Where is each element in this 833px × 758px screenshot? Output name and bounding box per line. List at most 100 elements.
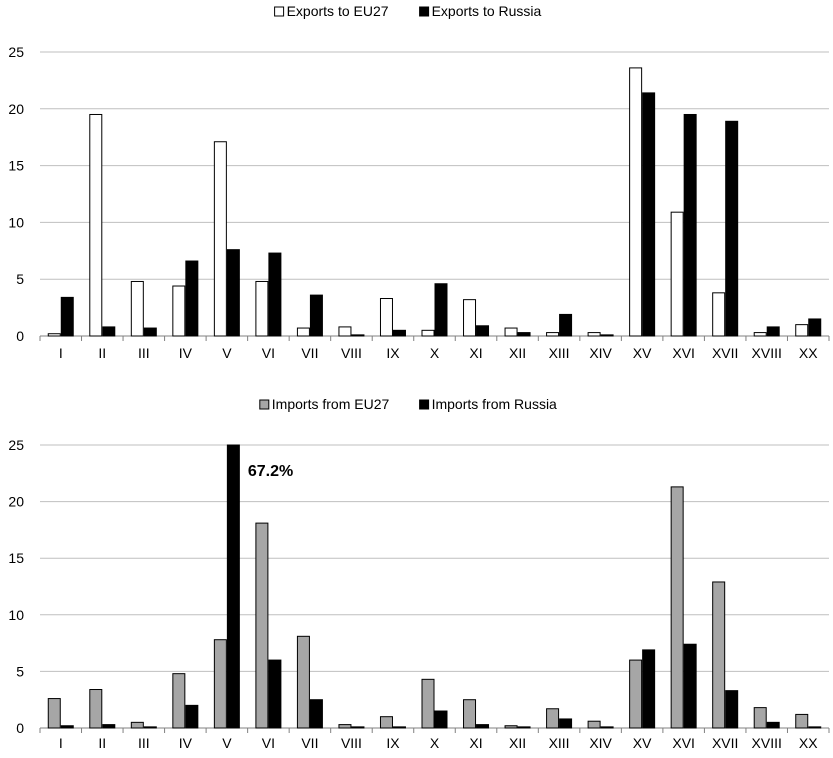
bar-imports-eu27-VII <box>296 635 310 729</box>
x-tick-label: XIII <box>549 735 570 751</box>
bar-exports-eu27-XI <box>463 299 477 337</box>
bar-imports-russia-VIII <box>351 726 365 729</box>
x-tick-label: XVI <box>672 345 695 361</box>
legend-swatch <box>274 6 285 17</box>
x-tick-label: III <box>138 735 150 751</box>
bar-imports-eu27-XV <box>629 659 643 729</box>
bar-exports-eu27-IV <box>172 285 186 337</box>
bar-exports-russia-XV <box>642 92 656 337</box>
x-tick-label: I <box>59 345 63 361</box>
bar-exports-russia-XX <box>808 318 822 337</box>
x-tick-label: IX <box>386 735 400 751</box>
bar-imports-russia-V <box>226 444 240 729</box>
x-tick-label: XIII <box>549 345 570 361</box>
x-tick-label: I <box>59 735 63 751</box>
bar-imports-russia-XX <box>808 726 822 729</box>
bar-exports-eu27-XX <box>795 324 809 337</box>
bar-exports-eu27-IX <box>379 298 393 337</box>
x-tick-label: XVIII <box>752 735 782 751</box>
bar-imports-russia-IX <box>392 726 406 729</box>
y-tick-label: 10 <box>8 214 24 230</box>
bar-exports-russia-XVI <box>683 113 697 337</box>
bar-exports-eu27-I <box>47 333 61 337</box>
bar-exports-eu27-II <box>89 113 103 337</box>
bar-imports-russia-III <box>143 726 157 729</box>
bar-exports-eu27-XVIII <box>753 332 767 337</box>
legend-swatch <box>419 6 430 17</box>
x-tick-label: IX <box>386 345 400 361</box>
bar-imports-russia-VII <box>309 699 323 729</box>
bar-exports-eu27-X <box>421 329 435 337</box>
bar-exports-russia-XVIII <box>766 326 780 337</box>
bar-exports-eu27-VI <box>255 280 269 337</box>
y-tick-label: 10 <box>8 607 24 623</box>
bar-imports-russia-XI <box>476 724 490 729</box>
bar-exports-eu27-V <box>213 141 227 337</box>
bar-imports-russia-XVI <box>683 643 697 729</box>
x-tick-label: XVI <box>672 735 695 751</box>
bar-imports-russia-XVII <box>725 690 739 729</box>
x-tick-label: XIV <box>589 345 612 361</box>
bar-exports-russia-XIII <box>559 313 573 337</box>
legend-label: Imports from EU27 <box>272 396 390 412</box>
bar-exports-russia-XVII <box>725 120 739 337</box>
x-tick-label: XV <box>633 345 652 361</box>
bar-imports-eu27-XII <box>504 725 518 729</box>
bar-imports-russia-X <box>434 710 448 729</box>
bar-imports-eu27-IV <box>172 673 186 729</box>
bar-imports-eu27-VI <box>255 522 269 729</box>
y-tick-label: 15 <box>8 158 24 174</box>
bar-exports-russia-V <box>226 249 240 337</box>
bar-exports-russia-III <box>143 327 157 337</box>
legend-label: Imports from Russia <box>432 396 557 412</box>
y-tick-label: 15 <box>8 550 24 566</box>
bar-imports-eu27-XVIII <box>753 707 767 729</box>
bar-imports-eu27-VIII <box>338 724 352 729</box>
bar-exports-eu27-VIII <box>338 326 352 337</box>
bar-exports-russia-VIII <box>351 334 365 337</box>
x-tick-label: IV <box>179 345 193 361</box>
bar-imports-eu27-III <box>130 721 144 729</box>
bar-exports-eu27-XIV <box>587 332 601 337</box>
x-tick-label: II <box>98 345 106 361</box>
bar-imports-eu27-XIII <box>546 708 560 729</box>
y-tick-label: 5 <box>16 271 24 287</box>
x-tick-label: XX <box>799 345 818 361</box>
bar-imports-eu27-IX <box>379 716 393 729</box>
bar-imports-eu27-V <box>213 639 227 729</box>
bar-exports-eu27-VII <box>296 327 310 337</box>
bar-imports-eu27-XX <box>795 713 809 729</box>
bar-imports-eu27-II <box>89 689 103 729</box>
bar-exports-russia-VI <box>268 252 282 337</box>
x-tick-label: VII <box>301 345 318 361</box>
bar-imports-russia-II <box>102 724 116 729</box>
bar-exports-russia-VII <box>309 294 323 337</box>
bar-exports-russia-I <box>60 296 74 337</box>
x-tick-label: XI <box>469 735 482 751</box>
legend-swatch <box>259 399 270 410</box>
x-tick-label: II <box>98 735 106 751</box>
x-tick-label: XX <box>799 735 818 751</box>
bar-imports-eu27-I <box>47 698 61 729</box>
bar-imports-russia-IV <box>185 704 199 729</box>
bar-imports-eu27-XVII <box>712 581 726 729</box>
bar-exports-eu27-XV <box>629 67 643 337</box>
y-tick-label: 0 <box>16 720 24 736</box>
bar-imports-russia-XIII <box>559 718 573 729</box>
bar-exports-russia-IV <box>185 260 199 337</box>
bar-imports-russia-XVIII <box>766 721 780 729</box>
x-tick-label: X <box>430 735 440 751</box>
x-tick-label: VIII <box>341 345 362 361</box>
y-tick-label: 25 <box>8 437 24 453</box>
bar-imports-russia-I <box>60 725 74 729</box>
x-tick-label: VII <box>301 735 318 751</box>
y-tick-label: 25 <box>8 44 24 60</box>
x-tick-label: XII <box>509 735 526 751</box>
x-tick-label: XVII <box>712 345 738 361</box>
bar-imports-russia-XV <box>642 649 656 729</box>
x-tick-label: XVII <box>712 735 738 751</box>
bar-exports-russia-XI <box>476 325 490 337</box>
y-tick-label: 5 <box>16 663 24 679</box>
